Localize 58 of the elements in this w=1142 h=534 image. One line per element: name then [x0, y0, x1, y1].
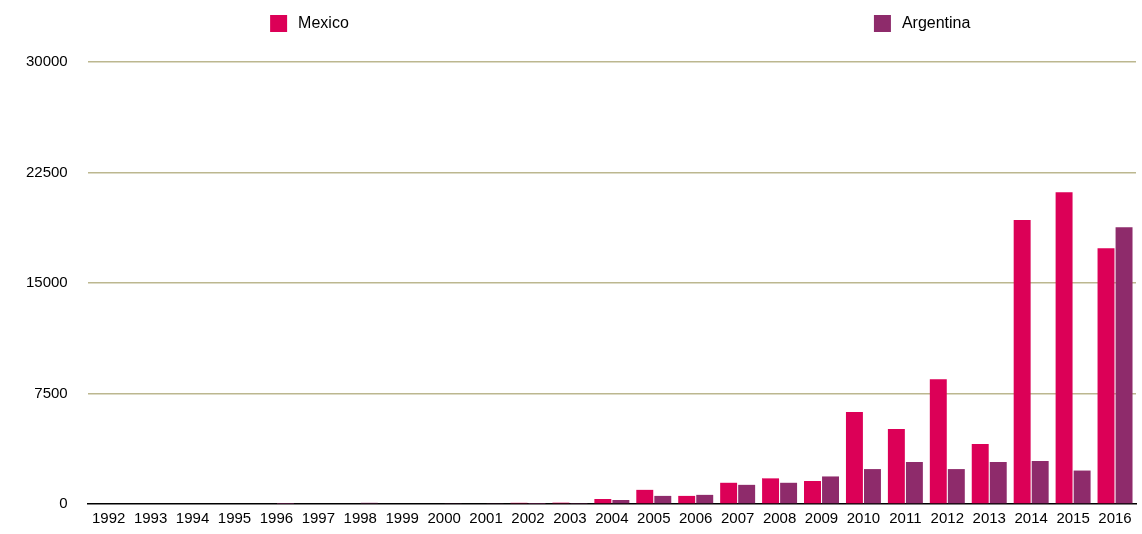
bar	[947, 469, 965, 504]
bar	[905, 462, 923, 504]
bar	[804, 481, 821, 504]
bar	[1055, 192, 1073, 504]
bar	[594, 498, 612, 504]
x-tick-label: 1992	[91, 509, 126, 527]
x-tick-label: 2014	[1014, 509, 1048, 527]
x-tick-label: 2005	[637, 509, 671, 527]
bar	[696, 494, 714, 504]
bar	[1115, 227, 1133, 504]
bar	[780, 482, 798, 504]
x-tick-label: 1998	[343, 509, 377, 527]
x-tick-label: 2002	[511, 509, 545, 527]
bar	[1073, 470, 1091, 504]
bar	[738, 484, 756, 504]
x-tick-label: 1994	[175, 509, 210, 527]
x-tick-label: 1995	[217, 509, 252, 527]
x-tick-label: 2008	[762, 509, 797, 527]
x-tick-label: 1997	[301, 509, 336, 527]
bar	[720, 482, 738, 504]
x-tick-label: 2015	[1056, 509, 1090, 527]
bar	[762, 478, 780, 504]
bar	[929, 379, 947, 504]
x-tick-label: 2006	[679, 509, 713, 527]
bar	[887, 429, 905, 504]
bar	[654, 495, 672, 504]
x-tick-label: 2001	[469, 509, 503, 527]
x-tick-label: 1999	[385, 509, 419, 527]
bar	[1031, 460, 1049, 504]
x-tick-label: 2004	[595, 509, 629, 527]
x-tick-label: 2003	[553, 509, 587, 527]
bar	[678, 495, 696, 504]
bar	[1097, 248, 1115, 504]
x-tick-label: 2013	[972, 509, 1006, 527]
bar	[636, 489, 654, 504]
y-tick-label: 0	[59, 494, 68, 512]
bar	[822, 476, 839, 504]
x-tick-label: 1996	[259, 509, 294, 527]
bar	[989, 462, 1007, 504]
bar	[863, 469, 881, 504]
x-tick-label: 2010	[846, 509, 881, 527]
x-tick-label: 1993	[133, 509, 168, 527]
bar	[845, 411, 863, 504]
bar	[1013, 220, 1031, 504]
y-tick-label: 30000	[25, 52, 68, 70]
x-tick-label: 2012	[930, 509, 964, 527]
y-tick-label: 7500	[34, 383, 68, 401]
y-tick-label: 15000	[25, 273, 68, 291]
x-tick-label: 2007	[720, 509, 755, 527]
legend-label: Mexico	[298, 14, 349, 32]
x-tick-label: 2000	[427, 509, 461, 527]
x-tick-label: 2009	[804, 509, 839, 527]
legend-label: Argentina	[901, 14, 971, 32]
x-tick-label: 2016	[1098, 509, 1132, 527]
x-tick-label: 2011	[889, 509, 922, 527]
y-tick-label: 22500	[25, 162, 68, 180]
bar	[971, 444, 989, 504]
bar	[612, 500, 630, 504]
